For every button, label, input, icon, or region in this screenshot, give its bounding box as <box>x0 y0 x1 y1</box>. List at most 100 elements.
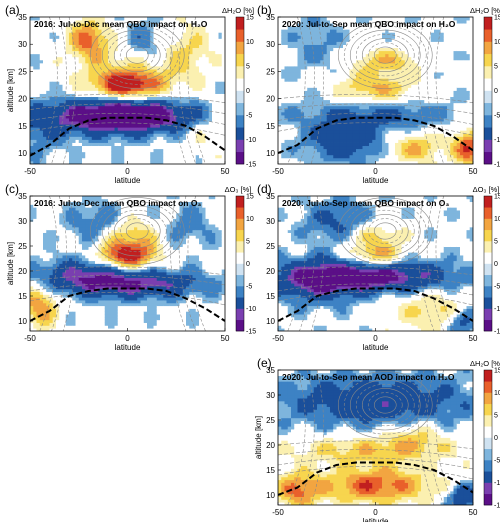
heatmap-cell <box>176 75 180 79</box>
heatmap-cell <box>398 23 402 27</box>
heatmap-cell <box>343 154 347 159</box>
heatmap-cell <box>369 90 373 94</box>
heatmap-cell <box>346 133 350 137</box>
heatmap-cell <box>414 99 419 104</box>
heatmap-cell <box>323 136 328 140</box>
heatmap-cell <box>156 41 161 45</box>
heatmap-cell <box>287 124 292 128</box>
heatmap-cell <box>317 35 321 39</box>
heatmap-cell <box>163 111 167 116</box>
heatmap-cell <box>156 84 161 88</box>
heatmap-cell <box>176 47 180 52</box>
heatmap-cell <box>317 59 321 64</box>
heatmap-cell <box>124 99 128 104</box>
heatmap-cell <box>382 93 386 98</box>
heatmap-cell <box>205 124 210 128</box>
heatmap-cell <box>56 66 60 70</box>
heatmap-cell <box>88 118 93 122</box>
heatmap-cell <box>114 124 119 128</box>
heatmap-cell <box>62 133 67 137</box>
heatmap-cell <box>401 66 406 70</box>
heatmap-cell <box>124 154 128 159</box>
heatmap-cell <box>108 93 112 98</box>
heatmap-cell <box>349 23 354 27</box>
heatmap-cell <box>304 118 308 122</box>
heatmap-cell <box>59 78 63 82</box>
heatmap-cell <box>215 124 219 128</box>
heatmap-cell <box>362 142 367 147</box>
heatmap-cell <box>304 130 308 134</box>
heatmap-cell <box>408 59 412 64</box>
heatmap-cell <box>411 81 415 85</box>
heatmap-cell <box>39 44 44 49</box>
heatmap-cell <box>88 93 93 98</box>
heatmap-cell <box>186 32 190 36</box>
heatmap-cell <box>65 87 70 91</box>
heatmap-cell <box>356 142 360 147</box>
heatmap-cell <box>278 105 282 110</box>
heatmap-cell <box>121 35 125 39</box>
heatmap-cell <box>43 20 47 24</box>
heatmap-cell <box>36 50 41 55</box>
heatmap-cell <box>179 108 184 113</box>
heatmap-cell <box>401 142 406 147</box>
heatmap-cell <box>369 47 373 52</box>
heatmap-cell <box>202 127 206 131</box>
heatmap-cell <box>294 35 298 39</box>
heatmap-cell <box>323 81 328 85</box>
heatmap-cell <box>121 62 125 67</box>
heatmap-cell <box>56 56 60 61</box>
heatmap-cell <box>176 105 180 110</box>
heatmap-cell <box>369 50 373 55</box>
heatmap-cell <box>208 124 213 128</box>
heatmap-cell <box>59 81 63 85</box>
heatmap-cell <box>39 78 44 82</box>
heatmap-cell <box>212 69 216 73</box>
heatmap-cell <box>365 90 370 94</box>
heatmap-cell <box>85 157 89 162</box>
heatmap-cell <box>369 23 373 27</box>
heatmap-cell <box>408 148 412 153</box>
heatmap-cell <box>205 20 210 24</box>
heatmap-cell <box>382 41 386 45</box>
heatmap-cell <box>192 66 197 70</box>
heatmap-cell <box>297 78 302 82</box>
heatmap-cell <box>212 115 216 119</box>
heatmap-cell <box>326 20 331 24</box>
heatmap-cell <box>65 81 70 85</box>
heatmap-cell <box>352 59 357 64</box>
heatmap-cell <box>169 93 174 98</box>
heatmap-cell <box>75 59 80 64</box>
heatmap-cell <box>218 47 223 52</box>
heatmap-cell <box>43 118 47 122</box>
heatmap-cell <box>91 121 96 125</box>
heatmap-cell <box>414 102 419 107</box>
heatmap-cell <box>59 41 63 45</box>
heatmap-cell <box>101 29 106 33</box>
heatmap-cell <box>88 136 93 140</box>
heatmap-cell <box>101 41 106 45</box>
heatmap-cell <box>365 44 370 49</box>
heatmap-cell <box>349 105 354 110</box>
heatmap-cell <box>205 23 210 27</box>
heatmap-cell <box>356 130 360 134</box>
heatmap-cell <box>320 99 324 104</box>
heatmap-cell <box>108 108 112 113</box>
heatmap-cell <box>365 124 370 128</box>
heatmap-cell <box>75 56 80 61</box>
heatmap-cell <box>36 121 41 125</box>
heatmap-cell <box>339 160 344 164</box>
heatmap-cell <box>140 136 145 140</box>
heatmap-cell <box>182 90 187 94</box>
heatmap-cell <box>395 105 399 110</box>
heatmap-cell <box>307 59 311 64</box>
heatmap-cell <box>43 44 47 49</box>
heatmap-cell <box>36 90 41 94</box>
heatmap-cell <box>411 133 415 137</box>
heatmap-cell <box>323 157 328 162</box>
heatmap-cell <box>208 111 213 116</box>
heatmap-cell <box>143 96 148 101</box>
heatmap-cell <box>287 115 292 119</box>
heatmap-cell <box>75 84 80 88</box>
heatmap-cell <box>215 93 219 98</box>
